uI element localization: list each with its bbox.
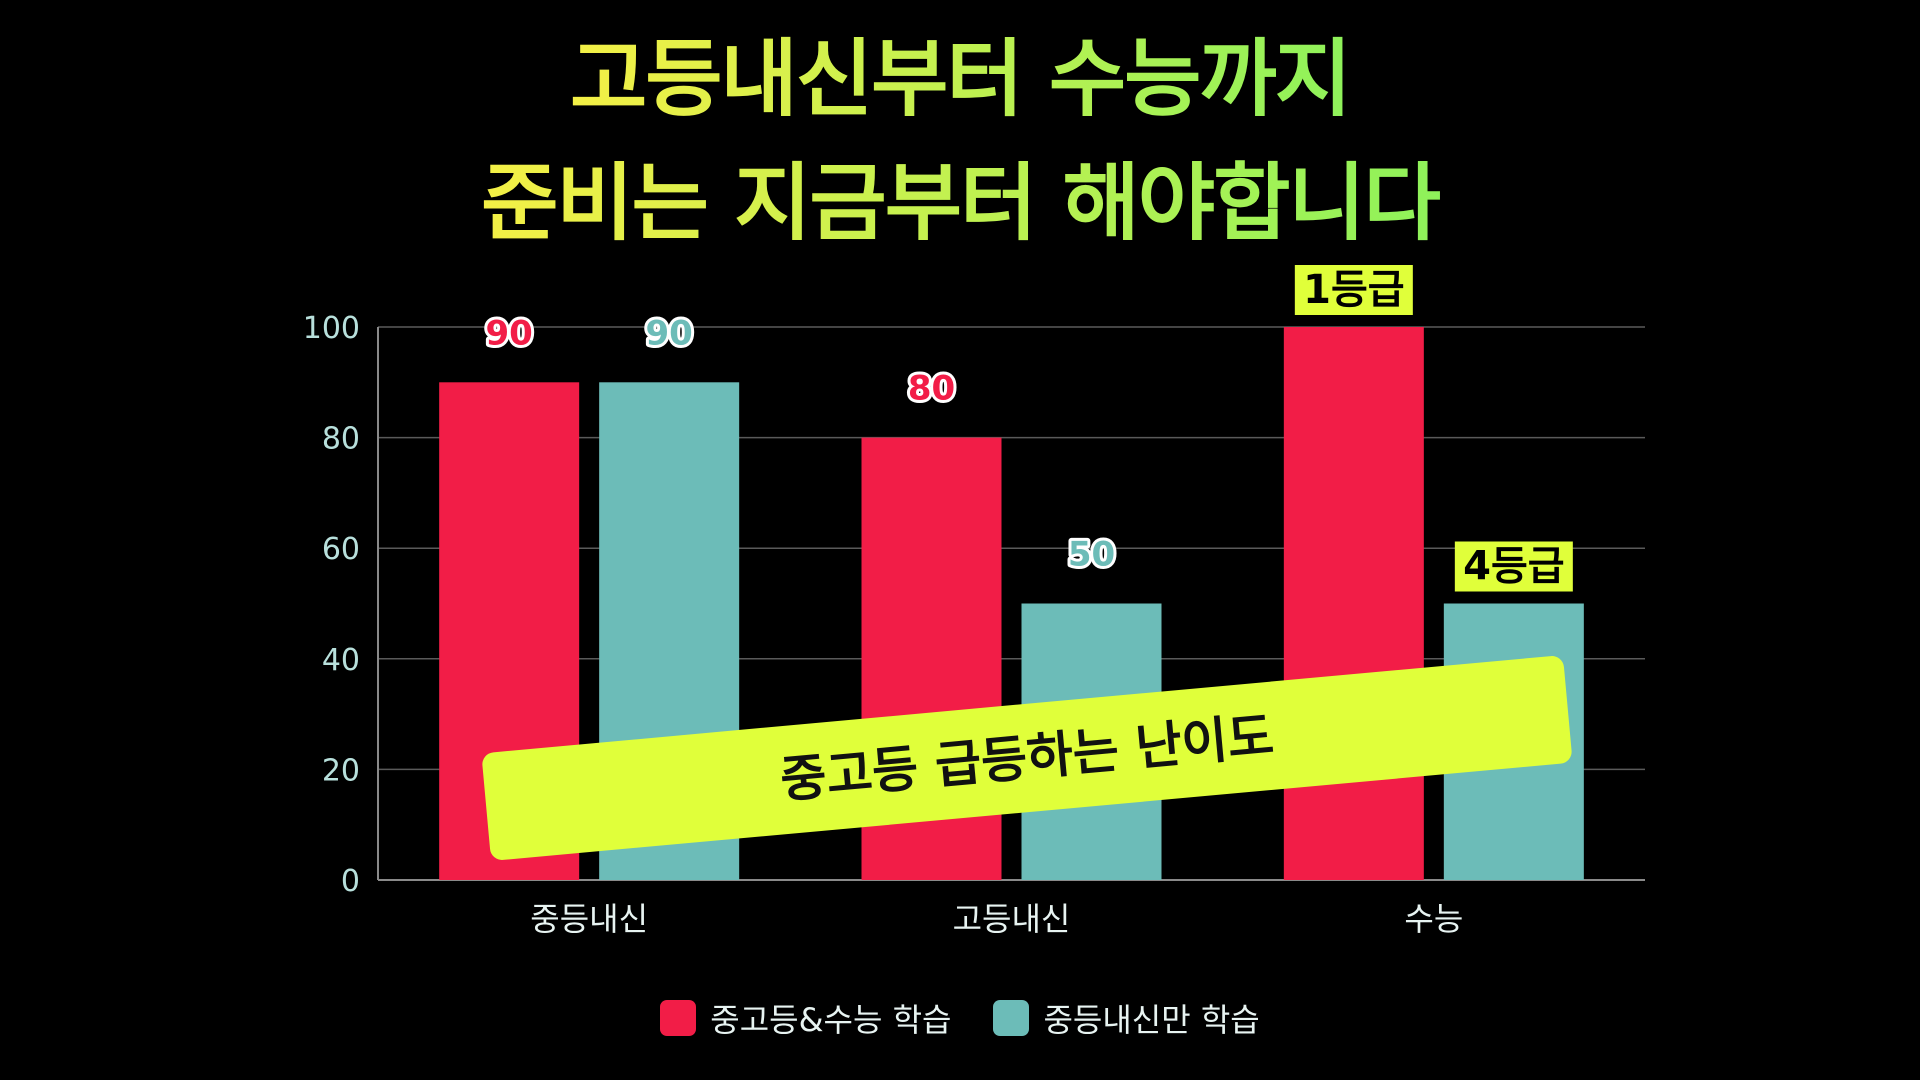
data-label: 50 — [1068, 535, 1115, 575]
x-tick-label: 수능 — [1404, 900, 1463, 938]
y-axis: 0 20 40 60 80 100 — [303, 311, 360, 899]
gridlines — [377, 326, 1645, 881]
title-line-1: 고등내신부터 수능까지 — [570, 30, 1350, 128]
legend: 중고등&수능 학습 중등내신만 학습 — [0, 995, 1920, 1041]
legend-label: 중고등&수능 학습 — [710, 1001, 952, 1039]
grade-badge-text: 4등급 — [1463, 544, 1564, 590]
x-tick-label: 고등내신 — [953, 900, 1071, 938]
data-label: 90 — [646, 313, 693, 353]
legend-item: 중등내신만 학습 — [993, 995, 1260, 1041]
title-line-2: 준비는 지금부터 해야합니다 — [481, 154, 1441, 252]
y-tick-label: 60 — [322, 532, 360, 567]
bar — [1283, 327, 1424, 880]
banner-background — [482, 656, 1572, 860]
chart-title: 고등내신부터 수능까지 준비는 지금부터 해야합니다 — [481, 30, 1443, 252]
grade-badge — [1294, 265, 1413, 315]
y-tick-label: 0 — [341, 864, 360, 899]
y-tick-label: 80 — [322, 422, 360, 457]
data-label: 80 — [908, 369, 955, 409]
y-tick-label: 100 — [303, 311, 360, 346]
legend-swatch — [660, 1000, 697, 1036]
y-tick-label: 20 — [322, 753, 360, 788]
y-tick-label: 40 — [322, 643, 360, 678]
data-labels: 90 90 80 50 — [483, 310, 1119, 577]
grade-badges: 1등급 4등급 — [1294, 265, 1573, 592]
legend-item: 중고등&수능 학습 — [660, 995, 951, 1041]
difficulty-banner: 중고등 급등하는 난이도 — [482, 656, 1572, 860]
x-axis: 중등내신 고등내신 수능 — [530, 900, 1463, 938]
data-label: 90 — [486, 313, 533, 353]
legend-swatch — [993, 1000, 1030, 1036]
grade-badge — [1454, 541, 1573, 592]
legend-label: 중등내신만 학습 — [1043, 1001, 1260, 1039]
x-tick-label: 중등내신 — [530, 900, 648, 938]
grade-badge-text: 1등급 — [1303, 267, 1404, 313]
